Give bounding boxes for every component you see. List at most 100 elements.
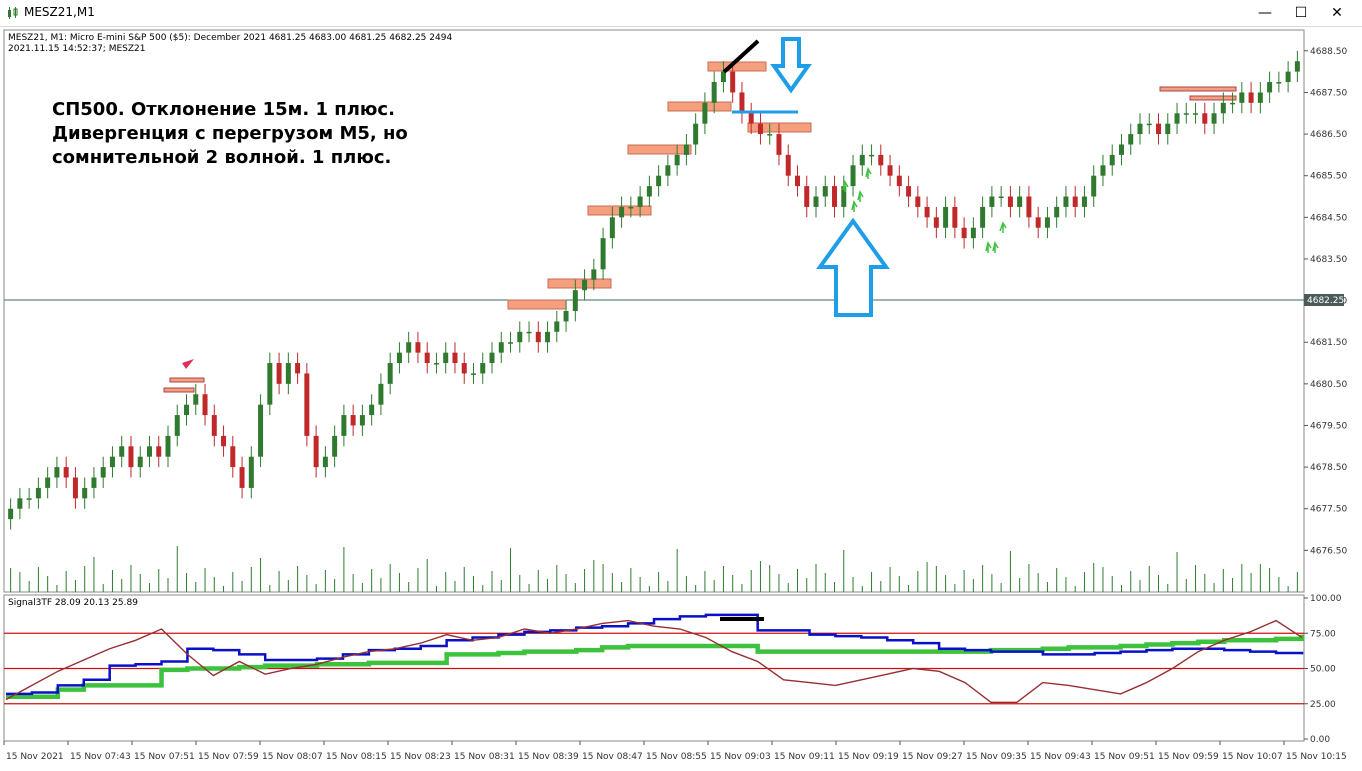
- candle: [489, 342, 495, 374]
- annotation-line-2: Дивергенция с перегрузом М5, но: [52, 123, 408, 144]
- candle: [591, 258, 597, 291]
- candle: [1091, 165, 1097, 207]
- candle: [619, 196, 625, 228]
- candle: [1165, 113, 1171, 145]
- time-tick-label: 15 Nov 08:07: [262, 752, 323, 762]
- candle: [646, 175, 652, 207]
- zone-rect: [747, 122, 812, 133]
- candle: [841, 175, 847, 218]
- candle: [850, 154, 856, 197]
- time-tick-label: 15 Nov 08:23: [390, 752, 451, 762]
- indicator-tick-label: 0.00: [1310, 735, 1330, 745]
- candle: [350, 404, 356, 436]
- candle: [1202, 102, 1208, 135]
- candle: [683, 134, 689, 166]
- candle: [508, 331, 514, 353]
- candle: [906, 175, 912, 207]
- candle: [637, 186, 643, 218]
- candle: [1081, 186, 1087, 218]
- candle: [554, 311, 560, 343]
- zone-rect: [547, 278, 612, 289]
- candle: [304, 363, 310, 447]
- time-tick-label: 15 Nov 10:15: [1286, 752, 1347, 762]
- time-tick-label: 15 Nov 09:11: [774, 752, 835, 762]
- zone-rect: [1159, 86, 1237, 92]
- price-tick-label: 4678.50: [1310, 463, 1347, 473]
- time-tick-label: 15 Nov 09:03: [710, 752, 771, 762]
- candle: [1230, 92, 1236, 114]
- candle: [933, 206, 939, 239]
- candle: [878, 144, 884, 176]
- time-tick-label: 15 Nov 09:59: [1158, 752, 1219, 762]
- zone-rect: [707, 61, 767, 72]
- indicator-axis: 100.00 75.00 50.00 25.00 0.00: [1304, 594, 1342, 745]
- buy-signal-arrows: [842, 167, 1007, 253]
- down-arrow-icon: [770, 37, 812, 94]
- chart-app-icon: [8, 7, 18, 19]
- candle: [1128, 123, 1134, 155]
- candle: [221, 425, 227, 457]
- candle: [461, 352, 467, 384]
- time-axis: 15 Nov 2021 15 Nov 07:43 15 Nov 07:51 15 No…: [3, 741, 1347, 762]
- candle: [545, 321, 551, 353]
- price-pane[interactable]: [3, 29, 1305, 593]
- candle: [202, 383, 208, 426]
- price-tick-label: 4680.50: [1310, 380, 1347, 390]
- candle: [804, 175, 810, 218]
- indicator-tick-label: 25.00: [1310, 700, 1336, 710]
- candle: [832, 175, 838, 218]
- candle: [211, 404, 217, 447]
- candle: [970, 217, 976, 249]
- minimize-button[interactable]: —: [1258, 5, 1272, 21]
- green-up-arrow-icon: [992, 241, 999, 253]
- candle: [1044, 206, 1050, 239]
- candle: [952, 196, 958, 239]
- candle: [813, 186, 819, 218]
- time-tick-label: 15 Nov 09:51: [1094, 752, 1155, 762]
- candle: [961, 217, 967, 249]
- candle: [498, 331, 504, 364]
- candle: [82, 477, 88, 509]
- time-tick-label: 15 Nov 08:47: [582, 752, 643, 762]
- close-button[interactable]: ✕: [1331, 5, 1343, 21]
- candle: [1100, 154, 1106, 187]
- candle: [1174, 102, 1180, 135]
- sell-marker-icon: [182, 359, 194, 369]
- candle: [91, 467, 97, 499]
- candle: [137, 446, 143, 478]
- time-tick-label: 15 Nov 07:43: [70, 752, 131, 762]
- candle: [757, 113, 763, 145]
- candle: [128, 435, 134, 478]
- maximize-button[interactable]: ☐: [1294, 5, 1308, 21]
- candle: [1118, 134, 1124, 166]
- candles: [8, 50, 1300, 530]
- candle: [1137, 113, 1143, 145]
- price-tick-label: 4677.50: [1310, 505, 1347, 515]
- candle: [17, 487, 23, 520]
- window-title: MESZ21,M1: [24, 5, 95, 19]
- green-up-arrow-icon: [851, 200, 858, 212]
- candle: [859, 144, 865, 176]
- candle: [1146, 113, 1152, 135]
- time-tick-label: 15 Nov 09:35: [966, 752, 1027, 762]
- divergence-line: [722, 39, 760, 74]
- candle: [313, 425, 319, 478]
- price-tick-label: 4681.50: [1310, 338, 1347, 348]
- candle: [794, 165, 800, 197]
- candle: [193, 383, 199, 416]
- up-arrow-icon: [816, 217, 890, 317]
- volume-bars: [10, 546, 1298, 592]
- candle: [1211, 102, 1217, 135]
- chart-area[interactable]: 4688.50 4687.50 4686.50 4685.50 4684.50 4683.…: [0, 27, 1362, 771]
- time-tick-label: 15 Nov 08:31: [454, 752, 515, 762]
- candle: [406, 331, 412, 364]
- candle: [1007, 186, 1013, 218]
- candle: [1063, 186, 1069, 218]
- candle: [665, 154, 671, 187]
- time-tick-label: 15 Nov 09:43: [1030, 752, 1091, 762]
- zone-rect: [163, 387, 195, 393]
- candle: [656, 165, 662, 197]
- price-tick-label: 4676.50: [1310, 546, 1347, 556]
- candle: [480, 352, 486, 384]
- candle: [1109, 144, 1115, 176]
